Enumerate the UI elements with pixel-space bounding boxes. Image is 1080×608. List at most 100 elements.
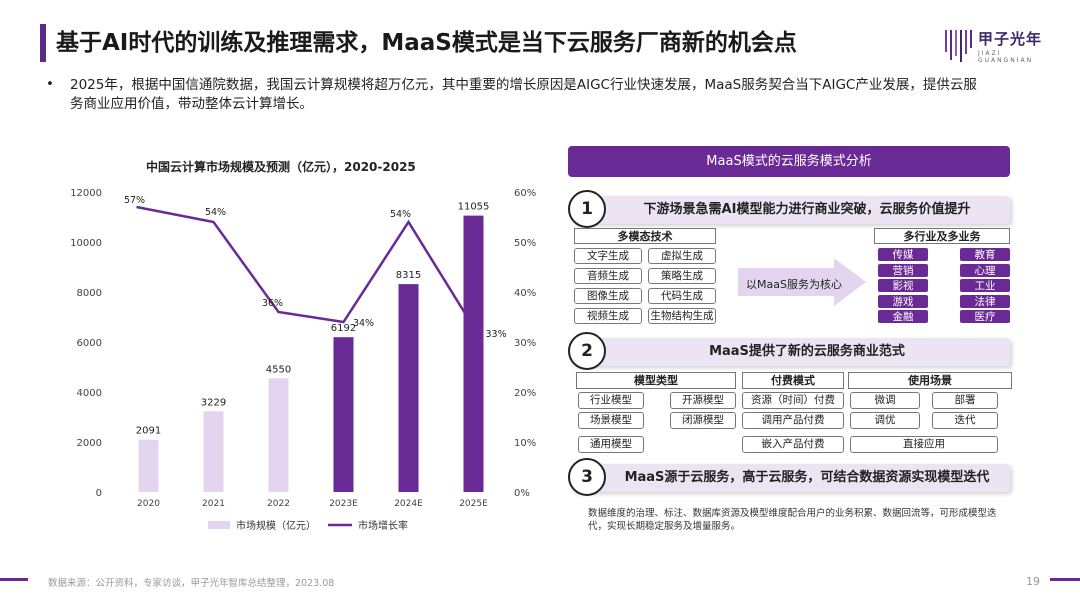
y-left-tick-label: 2000 bbox=[77, 438, 102, 449]
page-title: 基于AI时代的训练及推理需求，MaaS模式是当下云服务厂商新的机会点 bbox=[56, 30, 797, 56]
step-1-title: 下游场景急需AI模型能力进行商业突破，云服务价值提升 bbox=[643, 202, 971, 217]
growth-rate-line bbox=[136, 205, 475, 328]
x-tick-label: 2020 bbox=[137, 499, 160, 509]
industry-item: 营销 bbox=[878, 263, 928, 277]
step-3-banner: 3 MaaS源于云服务，高于云服务，可结合数据资源实现模型迭代 bbox=[568, 458, 1010, 496]
brand-logo: 甲子光年 JIAZI GUANGNIAN bbox=[944, 28, 1059, 64]
y-left-tick-label: 4000 bbox=[77, 388, 102, 399]
bar-value-label: 4550 bbox=[266, 364, 291, 375]
y-left-tick-label: 12000 bbox=[70, 188, 102, 199]
payment-mode-item: 资源（时间）付费 bbox=[742, 392, 844, 409]
multimodal-item: 生物结构生成 bbox=[648, 308, 716, 324]
usage-scene-item: 直接应用 bbox=[850, 436, 998, 453]
bar-value-label: 11055 bbox=[458, 202, 490, 213]
payment-mode-header: 付费模式 bbox=[742, 372, 844, 389]
x-tick-label: 2023E bbox=[329, 499, 358, 509]
step-2-number: 2 bbox=[568, 332, 606, 370]
rate-value-label: 54% bbox=[205, 207, 226, 218]
bar bbox=[203, 411, 224, 492]
data-source: 数据来源：公开资料，专家访谈，甲子光年智库总结整理，2023.08 bbox=[48, 578, 335, 589]
bar-value-label: 8315 bbox=[396, 270, 421, 281]
industry-item: 金融 bbox=[878, 310, 928, 323]
bar bbox=[463, 215, 484, 492]
panel-header: MaaS模式的云服务模式分析 bbox=[568, 146, 1010, 177]
industry-item: 医疗 bbox=[960, 310, 1010, 323]
industry-item: 影视 bbox=[878, 279, 928, 292]
industry-item: 游戏 bbox=[878, 294, 928, 308]
x-tick-label: 2025E bbox=[459, 499, 488, 509]
industry-item: 工业 bbox=[960, 279, 1010, 292]
step-3-note: 数据维度的治理、标注、数据库资源及模型维度配合用户的业务积累、数据回流等，可形成… bbox=[588, 508, 997, 532]
rate-value-label: 36% bbox=[262, 298, 283, 309]
intro-text: 2025年，根据中国信通院数据，我国云计算规模将超万亿元，其中重要的增长原因是A… bbox=[70, 77, 977, 112]
multimodal-item: 文字生成 bbox=[574, 248, 642, 264]
industry-item: 心理 bbox=[960, 263, 1010, 277]
core-arrow-label: 以MaaS服务为核心 bbox=[746, 278, 842, 291]
core-arrow-icon bbox=[738, 258, 866, 306]
footer-accent-left bbox=[0, 578, 28, 581]
multimodal-item: 音频生成 bbox=[574, 268, 642, 284]
model-type-item: 通用模型 bbox=[578, 436, 644, 453]
chart-title: 中国云计算市场规模及预测（亿元），2020-2025 bbox=[146, 160, 416, 174]
y-right-tick-label: 30% bbox=[514, 338, 536, 349]
industry-item: 传媒 bbox=[878, 248, 928, 261]
x-tick-label: 2024E bbox=[394, 499, 423, 509]
y-right-tick-label: 50% bbox=[514, 238, 536, 249]
bar bbox=[138, 439, 159, 492]
industry-header: 多行业及多业务 bbox=[874, 228, 1010, 244]
y-left-tick-label: 0 bbox=[96, 488, 102, 499]
step-1-banner: 1 下游场景急需AI模型能力进行商业突破，云服务价值提升 bbox=[568, 190, 1010, 228]
x-tick-label: 2021 bbox=[202, 499, 225, 509]
model-type-item: 行业模型 bbox=[578, 392, 644, 409]
logo-text: 甲子光年 bbox=[978, 30, 1043, 48]
usage-scene-item: 部署 bbox=[932, 392, 998, 409]
bar bbox=[333, 337, 354, 492]
footer-accent-right bbox=[1050, 578, 1080, 581]
market-size-chart: 0 2000 4000 6000 8000 10000 12000 0% 10% 20% 30% 40… bbox=[70, 188, 536, 532]
legend-bar-label: 市场规模（亿元） bbox=[236, 519, 316, 532]
industry-item: 教育 bbox=[960, 248, 1010, 261]
usage-scene-header: 使用场景 bbox=[848, 372, 1012, 389]
bar-value-label: 3229 bbox=[201, 397, 226, 408]
y-left-tick-label: 6000 bbox=[77, 338, 102, 349]
multimodal-header: 多模态技术 bbox=[574, 228, 716, 244]
logo-mark-icon bbox=[945, 30, 972, 62]
usage-scene-item: 微调 bbox=[850, 392, 920, 409]
step-3-number: 3 bbox=[568, 458, 606, 496]
step-1-number: 1 bbox=[568, 190, 606, 228]
multimodal-item: 视频生成 bbox=[574, 308, 642, 324]
y-right-tick-label: 40% bbox=[514, 288, 536, 299]
model-type-header: 模型类型 bbox=[576, 372, 736, 389]
multimodal-item: 虚拟生成 bbox=[648, 248, 716, 264]
model-type-item: 开源模型 bbox=[670, 392, 736, 409]
bar bbox=[268, 378, 289, 492]
logo-subtext: JIAZI GUANGNIAN bbox=[978, 50, 1034, 64]
y-right-tick-label: 0% bbox=[514, 488, 530, 499]
step-2-title: MaaS提供了新的云服务商业范式 bbox=[709, 344, 905, 359]
y-right-tick-label: 20% bbox=[514, 388, 536, 399]
step-3-title: MaaS源于云服务，高于云服务，可结合数据资源实现模型迭代 bbox=[624, 470, 990, 485]
y-left-tick-label: 10000 bbox=[70, 238, 102, 249]
rate-value-label: 33% bbox=[486, 329, 507, 340]
legend-line-label: 市场增长率 bbox=[358, 519, 408, 532]
multimodal-item: 代码生成 bbox=[648, 288, 716, 304]
model-type-item: 场景模型 bbox=[578, 412, 644, 429]
page-number: 19 bbox=[1026, 575, 1040, 588]
title-accent-bar bbox=[40, 24, 46, 62]
bar-value-label: 6192 bbox=[331, 323, 356, 334]
legend-bar-swatch bbox=[208, 521, 230, 529]
rate-value-label: 34% bbox=[353, 318, 374, 329]
bar bbox=[398, 284, 419, 492]
y-right-tick-label: 10% bbox=[514, 438, 536, 449]
rate-value-label: 54% bbox=[390, 209, 411, 220]
payment-mode-item: 调用产品付费 bbox=[742, 412, 844, 429]
rate-value-label: 57% bbox=[124, 195, 145, 206]
y-left-tick-label: 8000 bbox=[77, 288, 102, 299]
multimodal-item: 策略生成 bbox=[648, 268, 716, 284]
step-2-banner: 2 MaaS提供了新的云服务商业范式 bbox=[568, 332, 1010, 370]
industry-item: 法律 bbox=[960, 294, 1010, 308]
usage-scene-item: 调优 bbox=[850, 412, 920, 429]
intro-bullet: • bbox=[46, 76, 54, 92]
payment-mode-item: 嵌入产品付费 bbox=[742, 436, 844, 453]
bar-value-label: 2091 bbox=[136, 426, 161, 437]
